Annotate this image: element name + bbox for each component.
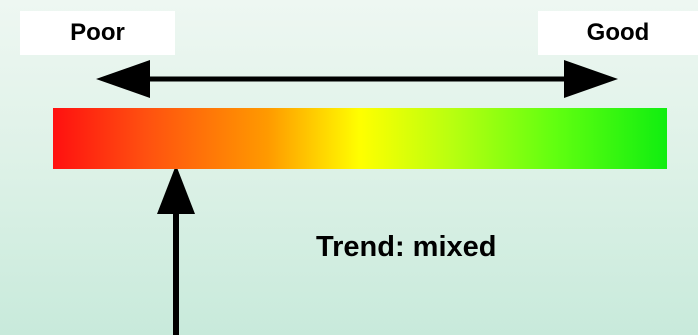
poor-label: Poor <box>20 11 175 55</box>
indicator-arrow <box>157 165 195 335</box>
good-label: Good <box>538 11 698 55</box>
range-double-arrow <box>96 60 618 98</box>
poor-to-good-gradient-bar <box>53 108 667 169</box>
trend-label: Trend: mixed <box>316 231 497 263</box>
